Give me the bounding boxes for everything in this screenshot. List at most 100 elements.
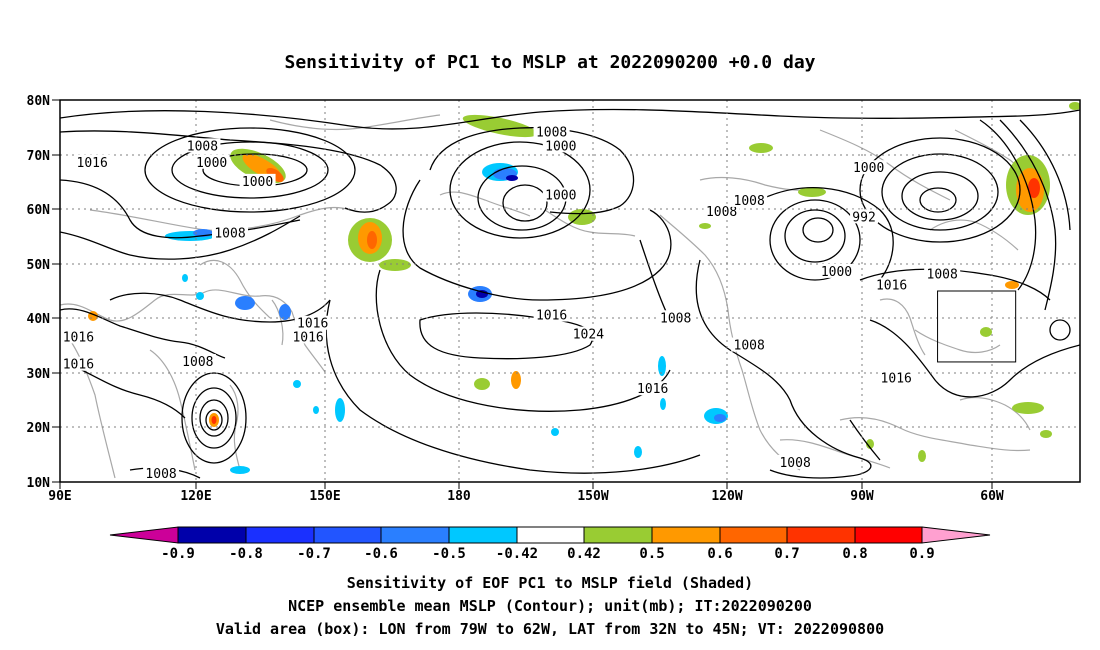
colorbar-label: 0.6 [707, 546, 732, 562]
colorbar-bin [719, 526, 788, 544]
colorbar-bin [854, 526, 923, 544]
contour-label: 1016 [292, 330, 323, 345]
contour-label: 1000 [242, 175, 273, 190]
contour-label: 1000 [821, 265, 852, 280]
contour-label-bg [193, 154, 230, 169]
colorbar-label: -0.7 [297, 546, 331, 562]
contour-label: 1008 [734, 194, 765, 209]
contour-label-bg [924, 266, 961, 281]
colorbar-bin [448, 526, 518, 544]
colorbar-label: 0.42 [567, 546, 601, 562]
valid-area-box [937, 290, 1017, 363]
contour-label: 1008 [734, 339, 765, 354]
contour-label: 1016 [77, 156, 108, 171]
colorbar-bin [516, 526, 585, 544]
contour-label: 1024 [573, 328, 604, 343]
contour-label-bg [290, 329, 327, 344]
contour-label-bg [239, 173, 276, 188]
contour-label: 1008 [145, 467, 176, 482]
lat-tick-label: 80N [27, 94, 51, 109]
colorbar-label: 0.9 [909, 546, 934, 562]
lon-tick-label: 150E [309, 489, 340, 504]
lat-tick-label: 70N [27, 149, 51, 164]
caption-valid-area: Valid area (box): LON from 79W to 62W, L… [216, 620, 884, 638]
contour-label-bg [777, 454, 814, 469]
contour-label: 1000 [545, 189, 576, 204]
lat-tick-label: 30N [27, 367, 51, 382]
contour-label: 992 [852, 210, 875, 225]
contour-label-bg [818, 263, 855, 278]
contour-label: 1008 [927, 268, 958, 283]
lat-tick-label: 20N [27, 421, 51, 436]
contour-label: 1008 [536, 126, 567, 141]
map-frame [59, 99, 1081, 483]
negative-shading [60, 163, 728, 474]
contour-label-bg [634, 381, 671, 396]
map-panel: 1008100010001016100810081000100010081008… [27, 94, 1081, 504]
lon-tick-label: 60W [980, 489, 1004, 504]
contour-label: 1008 [182, 355, 213, 370]
colorbar-bin [651, 526, 721, 544]
contour-label: 1000 [853, 161, 884, 176]
contour-label-bg [60, 356, 97, 371]
colorbar-bin [245, 526, 315, 544]
contour-label: 1008 [779, 456, 810, 471]
map-gridlines [60, 100, 1080, 482]
contour-label-bg [533, 307, 570, 322]
contour-label-bg [212, 225, 248, 240]
colorbar-label: -0.8 [229, 546, 263, 562]
colorbar-low-arrow [109, 526, 179, 544]
cyclone-center [209, 413, 219, 427]
contour-label-bg [657, 310, 694, 325]
contour-label: 1008 [706, 205, 737, 220]
lat-tick-label: 40N [27, 312, 51, 327]
contour-label: 1016 [63, 358, 94, 373]
contour-label-bg [731, 337, 768, 352]
colorbar-label: 0.5 [639, 546, 664, 562]
contour-label-bg [179, 353, 216, 368]
contour-label: 1016 [637, 382, 668, 397]
contour-label: 1008 [660, 311, 691, 326]
colorbar-bin [313, 526, 382, 544]
contour-label-bg [703, 203, 740, 218]
caption-contour: NCEP ensemble mean MSLP (Contour); unit(… [288, 597, 812, 615]
contour-label: 1000 [545, 139, 576, 154]
contour-label-bg [850, 160, 887, 175]
lon-tick-label: 120E [180, 489, 211, 504]
contour-label: 1016 [881, 371, 912, 386]
lon-tick-label: 90E [48, 489, 71, 504]
colorbar-label: -0.9 [161, 546, 195, 562]
colorbar-label: -0.6 [364, 546, 398, 562]
contour-label-bg [294, 315, 331, 330]
lat-tick-label: 60N [27, 203, 51, 218]
colorbar-label: 0.7 [774, 546, 799, 562]
lon-tick-label: 90W [850, 489, 874, 504]
contour-label-bg [74, 154, 111, 169]
colorbar-label: 0.8 [842, 546, 867, 562]
contour-label-bg [878, 370, 915, 385]
colorbar-bin [177, 526, 247, 544]
mslp-contours [60, 108, 1080, 479]
contour-label: 1000 [196, 156, 227, 171]
contour-labels: 1008100010001016100810081000100010081008… [60, 124, 961, 482]
latitude-axis: 80N 70N 60N 50N 40N 30N 20N 10N [27, 94, 60, 491]
contour-label-bg [542, 187, 579, 202]
lon-tick-label: 180 [447, 489, 471, 504]
contour-label-bg [570, 326, 607, 341]
colorbar-bin [786, 526, 856, 544]
sensitivity-shading [60, 102, 1080, 474]
contour-label-bg [731, 192, 768, 207]
figure-captions: Sensitivity of EOF PC1 to MSLP field (Sh… [216, 574, 884, 638]
longitude-axis: 90E 120E 150E 180 150W 120W 90W 60W [48, 482, 1004, 504]
lon-tick-label: 150W [577, 489, 608, 504]
contour-label-bg [60, 329, 97, 344]
colorbar-bin [380, 526, 450, 544]
contour-label-bg [850, 209, 879, 224]
figure-title: Sensitivity of PC1 to MSLP at 2022090200… [284, 52, 815, 73]
contour-label: 1016 [536, 309, 567, 324]
lat-tick-label: 10N [27, 476, 51, 491]
colorbar-label: -0.42 [496, 546, 538, 562]
colorbar-label: -0.5 [432, 546, 466, 562]
lat-tick-label: 50N [27, 258, 51, 273]
